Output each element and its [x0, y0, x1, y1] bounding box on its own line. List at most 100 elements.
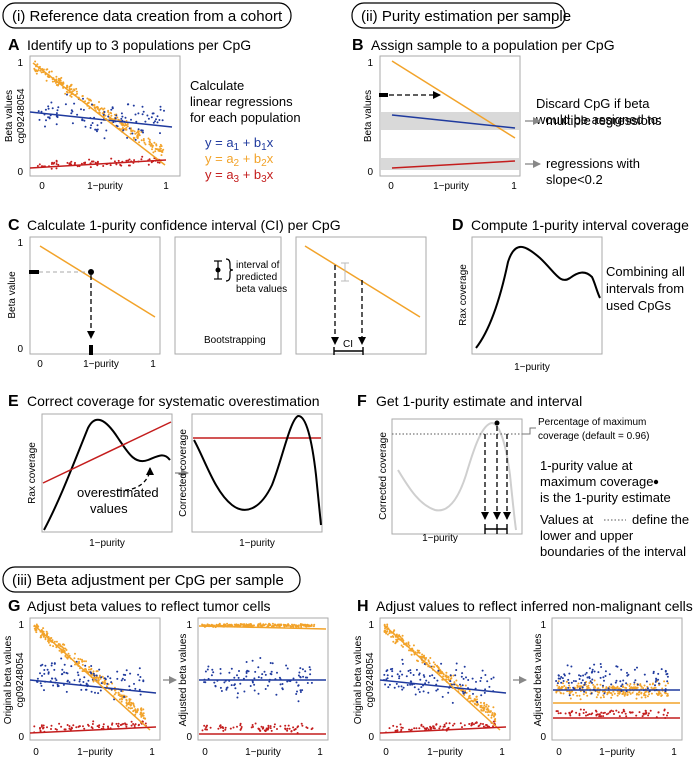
scatter-point-blue	[268, 680, 271, 683]
scatter-point-blue	[585, 671, 588, 674]
y-label-h1-2: cg09248054	[365, 652, 376, 707]
section-header-ii: (ii) Purity estimation per sample	[351, 2, 571, 29]
scatter-point-blue	[578, 678, 581, 680]
scatter-point-red	[39, 729, 42, 732]
scatter-point-orange	[117, 691, 120, 694]
interval-point	[215, 267, 221, 273]
scatter-point-red	[88, 158, 91, 161]
scatter-point-red	[222, 729, 225, 732]
regression-line-orange-g2	[198, 625, 327, 630]
note-f2-line1b: define the	[632, 512, 689, 527]
scatter-point-orange	[125, 704, 128, 707]
scatter-point-orange	[636, 686, 639, 689]
x-tick-1-c: 1	[150, 359, 156, 370]
scatter-point-orange	[84, 667, 87, 670]
scatter-point-blue	[203, 681, 206, 684]
scatter-point-blue	[402, 686, 405, 689]
scatter-point-blue	[139, 676, 142, 678]
scatter-point-orange	[291, 623, 293, 626]
scatter-point-orange	[622, 690, 625, 693]
scatter-point-orange	[399, 635, 402, 638]
scatter-point-red	[102, 723, 105, 726]
scatter-point-red	[240, 726, 243, 728]
scatter-point-red	[306, 727, 309, 729]
y-label-g2: Adjusted beta values	[178, 634, 189, 727]
scatter-point-red	[240, 727, 243, 730]
scatter-point-orange	[416, 651, 419, 654]
scatter-point-red	[427, 728, 430, 731]
scatter-point-blue	[296, 690, 298, 693]
scatter-point-orange	[407, 642, 410, 645]
scatter-point-orange	[70, 95, 73, 98]
scatter-point-blue	[111, 107, 114, 110]
scatter-point-orange	[618, 692, 621, 695]
plot-frame-e2	[191, 413, 323, 533]
scatter-point-orange	[469, 697, 472, 700]
scatter-point-blue	[128, 127, 131, 130]
scatter-point-orange	[605, 687, 608, 689]
scatter-point-orange	[601, 690, 604, 693]
scatter-point-orange	[629, 683, 632, 685]
scatter-point-blue	[275, 693, 278, 696]
scatter-point-orange	[140, 714, 143, 717]
scatter-point-blue	[43, 672, 46, 675]
scatter-point-orange	[474, 703, 477, 706]
scatter-point-orange	[120, 123, 123, 126]
panel-letter-f: F	[357, 393, 367, 410]
scatter-point-blue	[615, 665, 618, 668]
scatter-point-blue	[278, 676, 281, 679]
scatter-point-blue	[286, 667, 289, 670]
option-slope-line2: slope<0.2	[546, 172, 603, 187]
scatter-point-blue	[257, 666, 260, 669]
scatter-point-orange	[626, 694, 629, 697]
scatter-point-blue	[299, 691, 302, 693]
scatter-point-blue	[106, 675, 109, 678]
scatter-point-orange	[452, 674, 455, 677]
scatter-point-orange	[107, 113, 110, 116]
scatter-point-blue	[253, 689, 256, 692]
note-f2-line3: boundaries of the interval	[540, 544, 686, 559]
scatter-point-blue	[163, 109, 165, 112]
scatter-point-orange	[128, 698, 131, 701]
scatter-point-blue	[602, 684, 604, 687]
scatter-point-orange	[148, 143, 151, 146]
scatter-point-red	[435, 723, 438, 726]
scatter-point-blue	[619, 680, 622, 683]
scatter-point-blue	[43, 689, 45, 692]
scatter-point-orange	[98, 101, 100, 103]
intersect-point-c1	[88, 269, 94, 275]
scatter-point-red	[585, 714, 587, 717]
scatter-point-orange	[623, 694, 626, 697]
scatter-point-orange	[45, 79, 48, 82]
scatter-point-blue	[580, 681, 583, 684]
scatter-point-blue	[486, 680, 489, 683]
y-label-g1-2: cg09248054	[15, 652, 26, 707]
scatter-point-blue	[39, 672, 41, 675]
scatter-point-orange	[487, 714, 490, 717]
y-tick-1-g1: 1	[18, 620, 24, 631]
scatter-point-red	[107, 725, 109, 728]
overestimated-label-1: overestimated	[77, 485, 159, 500]
scatter-point-orange	[81, 95, 84, 97]
scatter-point-red	[663, 708, 666, 711]
scatter-point-red	[92, 720, 95, 723]
scatter-point-blue	[220, 690, 223, 692]
scatter-point-blue	[77, 674, 80, 677]
scatter-point-red	[266, 728, 268, 731]
scatter-point-blue	[461, 690, 464, 693]
scatter-point-blue	[405, 675, 408, 678]
scatter-point-orange	[239, 623, 242, 626]
scatter-point-orange	[475, 703, 478, 706]
scatter-point-red	[607, 712, 610, 715]
note-f2-line2: lower and upper	[540, 528, 634, 543]
scatter-point-orange	[640, 692, 643, 695]
scatter-point-orange	[578, 694, 581, 697]
scatter-point-blue	[281, 688, 284, 691]
scatter-point-blue	[299, 675, 302, 678]
scatter-point-orange	[586, 685, 588, 688]
scatter-point-blue	[253, 683, 256, 686]
scatter-point-orange	[206, 623, 209, 626]
scatter-point-orange	[136, 134, 139, 137]
scatter-point-red	[624, 712, 627, 715]
